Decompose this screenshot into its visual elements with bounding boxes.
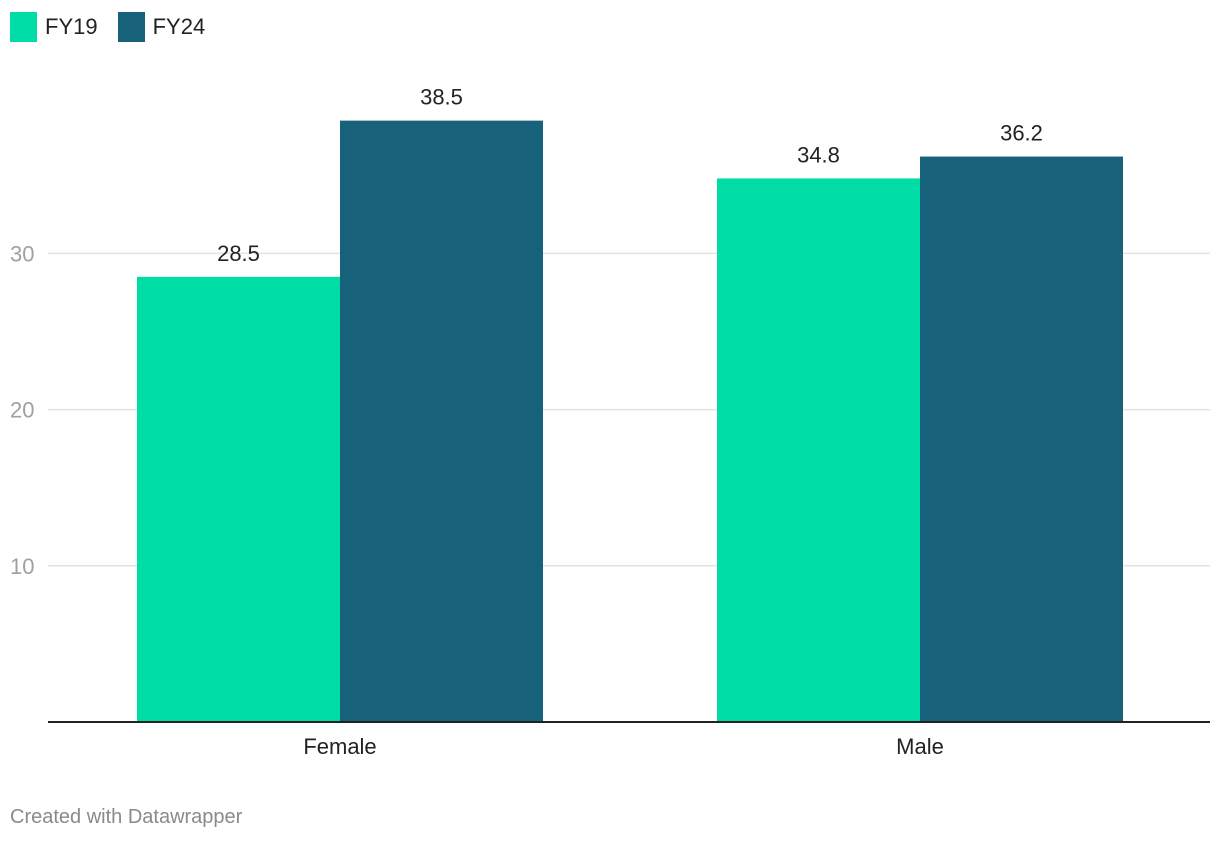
y-tick-label-30: 30 bbox=[10, 241, 34, 266]
x-tick-label-female: Female bbox=[303, 734, 376, 759]
legend-item-fy19: FY19 bbox=[10, 12, 98, 42]
footer-credit: Created with Datawrapper bbox=[10, 806, 243, 828]
data-label-female-fy19: 28.5 bbox=[217, 241, 260, 266]
bar-male-fy24 bbox=[920, 156, 1123, 722]
bar-female-fy24 bbox=[340, 120, 543, 722]
legend-label-fy24: FY24 bbox=[152, 14, 206, 39]
legend-label-fy19: FY19 bbox=[45, 14, 98, 39]
y-tick-label-20: 20 bbox=[10, 398, 34, 423]
legend-swatch-fy19 bbox=[10, 12, 37, 42]
x-tick-label-male: Male bbox=[896, 734, 944, 759]
legend-item-fy24: FY24 bbox=[117, 12, 206, 42]
data-label-female-fy24: 38.5 bbox=[420, 85, 463, 110]
data-label-male-fy24: 36.2 bbox=[1000, 121, 1043, 146]
bar-female-fy19 bbox=[137, 276, 340, 722]
legend-swatch-fy24 bbox=[117, 12, 145, 42]
legend: FY19 FY24 bbox=[10, 12, 205, 42]
data-label-male-fy19: 34.8 bbox=[797, 142, 840, 167]
y-tick-label-10: 10 bbox=[10, 554, 34, 579]
bar-male-fy19 bbox=[717, 178, 920, 722]
